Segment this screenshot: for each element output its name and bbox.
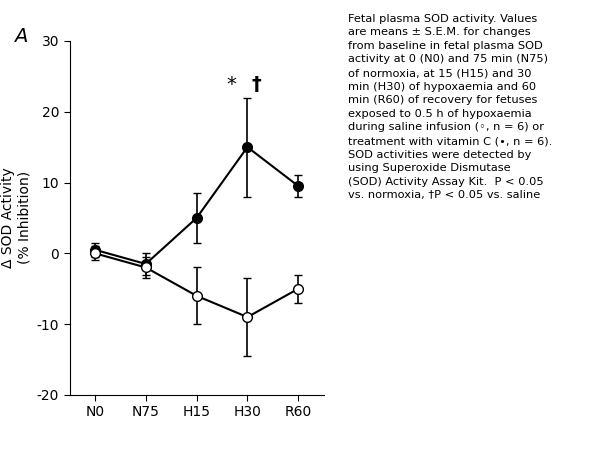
Text: †: † <box>252 75 261 94</box>
Text: A: A <box>14 27 27 46</box>
Y-axis label: Δ SOD Activity
(% Inhibition): Δ SOD Activity (% Inhibition) <box>1 168 31 268</box>
Text: Fetal plasma SOD activity. Values
are means ± S.E.M. for changes
from baseline i: Fetal plasma SOD activity. Values are me… <box>348 14 552 200</box>
Text: *: * <box>226 75 236 94</box>
